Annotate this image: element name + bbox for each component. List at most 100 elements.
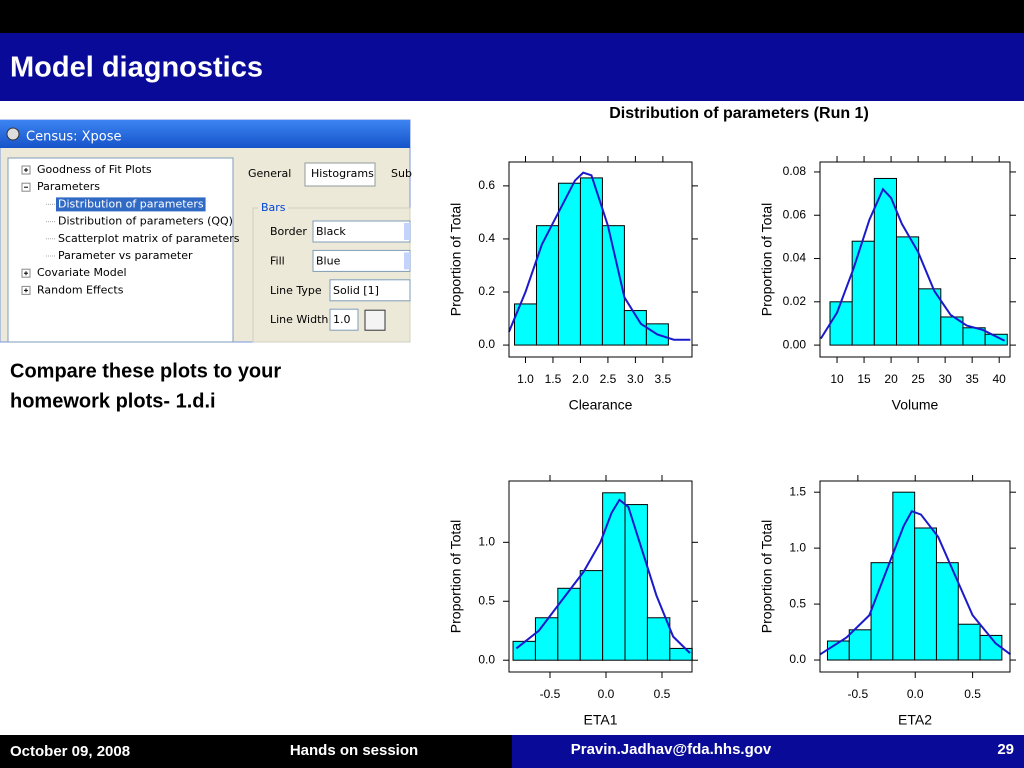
- bar: [851, 240, 875, 346]
- field-label: Line Type: [270, 284, 322, 297]
- combo-arrow: [404, 223, 410, 240]
- field-box[interactable]: [329, 308, 359, 331]
- y-tick-label: 0.08: [783, 164, 807, 178]
- plot-frame: [508, 161, 693, 358]
- y-axis-label: Proportion of Total: [759, 520, 775, 633]
- tree-item[interactable]: Parameter vs parameter: [58, 249, 193, 262]
- x-tick-label: 1.5: [545, 372, 562, 386]
- footer-session: Hands on session: [290, 742, 418, 759]
- y-tick-label: 0.2: [478, 284, 495, 298]
- bar: [624, 504, 648, 661]
- app-window: Census: Xpose Bars Goodness of Fit Plots…: [0, 119, 412, 343]
- y-tick-label: 0.04: [783, 251, 807, 265]
- bar: [829, 301, 853, 346]
- field-value: Black: [316, 225, 346, 238]
- density-line: [819, 187, 1006, 342]
- x-tick-label: 1.0: [517, 372, 534, 386]
- x-tick-label: 0.5: [654, 687, 671, 701]
- footer-left: [0, 735, 512, 768]
- plot-frame: [508, 480, 693, 673]
- x-tick-label: 40: [993, 372, 1007, 386]
- slide-title: Model diagnostics: [10, 52, 263, 84]
- tab[interactable]: Histograms: [311, 167, 374, 180]
- tab[interactable]: General: [248, 167, 291, 180]
- y-tick-label: 0.02: [783, 294, 807, 308]
- bar: [579, 177, 603, 346]
- x-tick-label: 2.5: [600, 372, 617, 386]
- title-band: [0, 33, 1024, 101]
- tree-item[interactable]: Parameters: [37, 180, 100, 193]
- footer-page: 29: [997, 741, 1014, 758]
- x-tick-label: 20: [884, 372, 898, 386]
- field-box[interactable]: [329, 279, 411, 302]
- bar: [579, 570, 604, 661]
- tree-item[interactable]: Scatterplot matrix of parameters: [58, 232, 240, 245]
- window-title: Census: Xpose: [26, 130, 122, 145]
- field-value: Blue: [316, 254, 341, 267]
- field-label: Line Width: [270, 313, 328, 326]
- tree-item[interactable]: Goodness of Fit Plots: [37, 163, 152, 176]
- x-tick-label: 35: [965, 372, 979, 386]
- x-axis-label: ETA1: [584, 712, 618, 728]
- bar: [895, 236, 920, 346]
- x-tick-label: 10: [830, 372, 844, 386]
- x-axis-label: ETA2: [898, 712, 932, 728]
- bar: [848, 629, 872, 661]
- bar: [984, 333, 1008, 346]
- bar: [957, 623, 981, 661]
- y-tick-label: 0.5: [478, 593, 495, 607]
- tree-selection: [56, 197, 206, 212]
- body-text: Compare these plots to your: [10, 360, 281, 382]
- tab-active: [304, 162, 376, 187]
- x-tick-label: 0.5: [964, 687, 981, 701]
- y-axis-label: Proportion of Total: [759, 203, 775, 316]
- bar: [535, 225, 559, 346]
- bar: [914, 527, 937, 661]
- x-tick-label: 2.0: [572, 372, 589, 386]
- x-tick-label: 0.0: [907, 687, 924, 701]
- tab[interactable]: Sub: [391, 167, 412, 180]
- group-frame: [252, 207, 411, 343]
- bar: [512, 640, 536, 661]
- tree-item[interactable]: Distribution of parameters: [58, 197, 204, 210]
- field-label: Border: [270, 225, 307, 238]
- tree-item[interactable]: Random Effects: [37, 283, 124, 296]
- combo-arrow: [404, 252, 410, 270]
- x-tick-label: 25: [911, 372, 925, 386]
- x-tick-label: 0.0: [598, 687, 615, 701]
- footer-date: October 09, 2008: [10, 743, 130, 760]
- body-text: homework plots- 1.d.i: [10, 390, 216, 412]
- y-tick-label: 1.0: [478, 534, 495, 548]
- tree-item[interactable]: Covariate Model: [37, 266, 127, 279]
- density-line: [515, 498, 691, 654]
- y-axis-label: Proportion of Total: [448, 203, 464, 316]
- app-icon: [6, 127, 20, 141]
- y-tick-label: 0.06: [783, 207, 807, 221]
- bar: [935, 562, 959, 661]
- x-tick-label: -0.5: [848, 687, 869, 701]
- plot-frame: [819, 161, 1011, 358]
- x-tick-label: 15: [857, 372, 871, 386]
- field-value: Solid [1]: [333, 284, 379, 297]
- figure-title: Distribution of parameters (Run 1): [609, 105, 869, 122]
- density-line: [508, 171, 691, 341]
- y-tick-label: 0.5: [789, 596, 806, 610]
- bar: [870, 562, 894, 661]
- x-axis-label: Clearance: [569, 397, 633, 413]
- x-tick-label: 30: [938, 372, 952, 386]
- bar: [646, 617, 671, 661]
- y-tick-label: 0.00: [783, 337, 807, 351]
- y-axis-label: Proportion of Total: [448, 520, 464, 633]
- bar: [534, 617, 559, 661]
- bar: [602, 492, 626, 661]
- y-tick-label: 0.0: [478, 337, 495, 351]
- spinner[interactable]: [364, 309, 386, 331]
- bar: [557, 587, 581, 661]
- top-band: [0, 0, 1024, 33]
- x-axis-label: Volume: [892, 397, 939, 413]
- y-tick-label: 1.0: [789, 540, 806, 554]
- tree-item[interactable]: Distribution of parameters (QQ): [58, 215, 233, 228]
- x-tick-label: -0.5: [540, 687, 561, 701]
- footer-right: [512, 735, 1024, 768]
- y-tick-label: 0.0: [789, 652, 806, 666]
